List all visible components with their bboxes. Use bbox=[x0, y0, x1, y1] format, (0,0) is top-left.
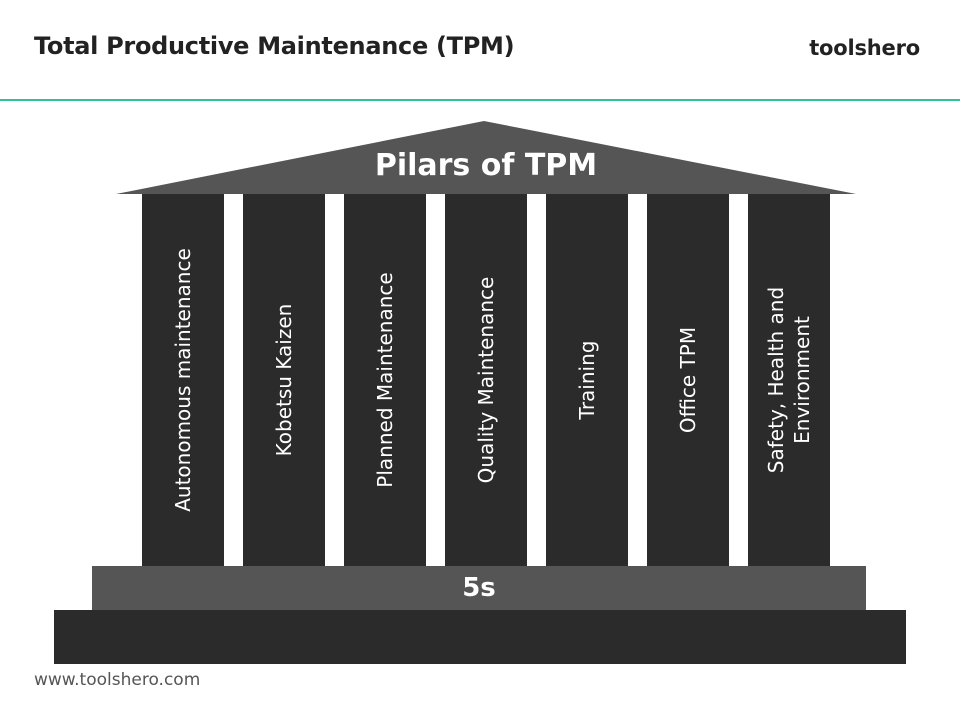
pillar-autonomous-maintenance: Autonomous maintenance bbox=[142, 194, 224, 566]
foundation-5s: 5s bbox=[92, 566, 866, 610]
roof-triangle bbox=[116, 121, 856, 194]
footer-url: www.toolshero.com bbox=[34, 670, 201, 690]
pillar-office-tpm: Office TPM bbox=[647, 194, 729, 566]
pillar-label: Office TPM bbox=[676, 326, 700, 434]
pillar-label: Kobetsu Kaizen bbox=[272, 303, 296, 457]
pillar-label: Safety, Health and Environment bbox=[764, 286, 814, 474]
header-divider bbox=[0, 99, 960, 101]
pillar-quality-maintenance: Quality Maintenance bbox=[445, 194, 527, 566]
pillar-kobetsu-kaizen: Kobetsu Kaizen bbox=[243, 194, 325, 566]
page-title: Total Productive Maintenance (TPM) bbox=[34, 32, 515, 60]
pillar-label: Training bbox=[575, 340, 599, 420]
roof-label: Pilars of TPM bbox=[374, 148, 598, 183]
foundation-label: 5s bbox=[462, 573, 496, 603]
pillar-label: Autonomous maintenance bbox=[171, 248, 195, 512]
roof-pediment bbox=[116, 121, 856, 194]
base-platform bbox=[54, 610, 906, 664]
pillar-label: Quality Maintenance bbox=[474, 276, 498, 484]
pillar-safety-health-environment: Safety, Health and Environment bbox=[748, 194, 830, 566]
brand-logo-text: toolshero bbox=[809, 36, 920, 60]
pillar-label: Planned Maintenance bbox=[373, 272, 397, 488]
pillar-planned-maintenance: Planned Maintenance bbox=[344, 194, 426, 566]
pillar-training: Training bbox=[546, 194, 628, 566]
